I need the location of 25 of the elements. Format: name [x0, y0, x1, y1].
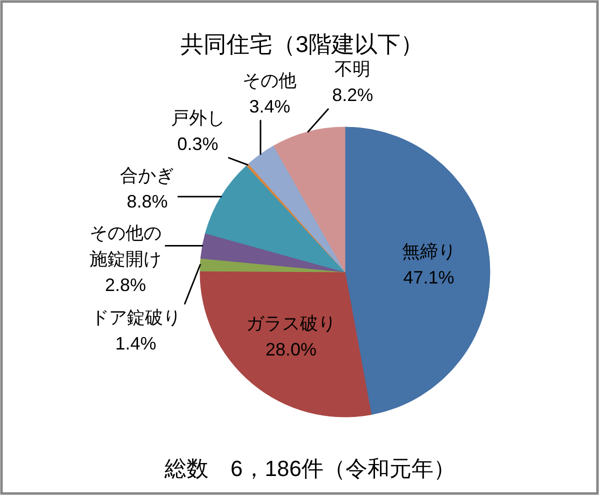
data-label: 47.1%: [403, 267, 454, 288]
slice-label: ガラス破り: [246, 313, 336, 334]
data-label: 8.2%: [332, 85, 374, 106]
data-label: 28.0%: [265, 339, 317, 360]
data-label: 0.3%: [177, 134, 218, 154]
data-label: 8.8%: [126, 192, 168, 212]
slice-label: 合かぎ: [120, 166, 174, 186]
pie-slice: [205, 165, 346, 272]
data-label: 1.4%: [115, 334, 156, 354]
slice-label: 不明: [334, 59, 371, 80]
pie-slice: [273, 126, 346, 272]
chart-title: 共同住宅（3階建以下）: [180, 31, 424, 57]
pie-slice: [248, 146, 346, 272]
slice-label: その他: [242, 70, 297, 90]
pie-slice: [200, 270, 372, 418]
text: 総数 6，186件（令和元年）: [164, 456, 456, 481]
slice-label: 無締り: [402, 241, 456, 262]
slice-label: その他の施錠開け: [90, 222, 162, 269]
pie-slice: [200, 258, 346, 272]
pie-slice: [344, 126, 490, 415]
pie-slice: [200, 233, 346, 272]
data-label: 3.4%: [249, 96, 290, 116]
slice-label: 戸外し: [170, 108, 225, 128]
slice-label: ドア錠破り: [90, 308, 181, 328]
data-label: 2.8%: [105, 274, 146, 295]
